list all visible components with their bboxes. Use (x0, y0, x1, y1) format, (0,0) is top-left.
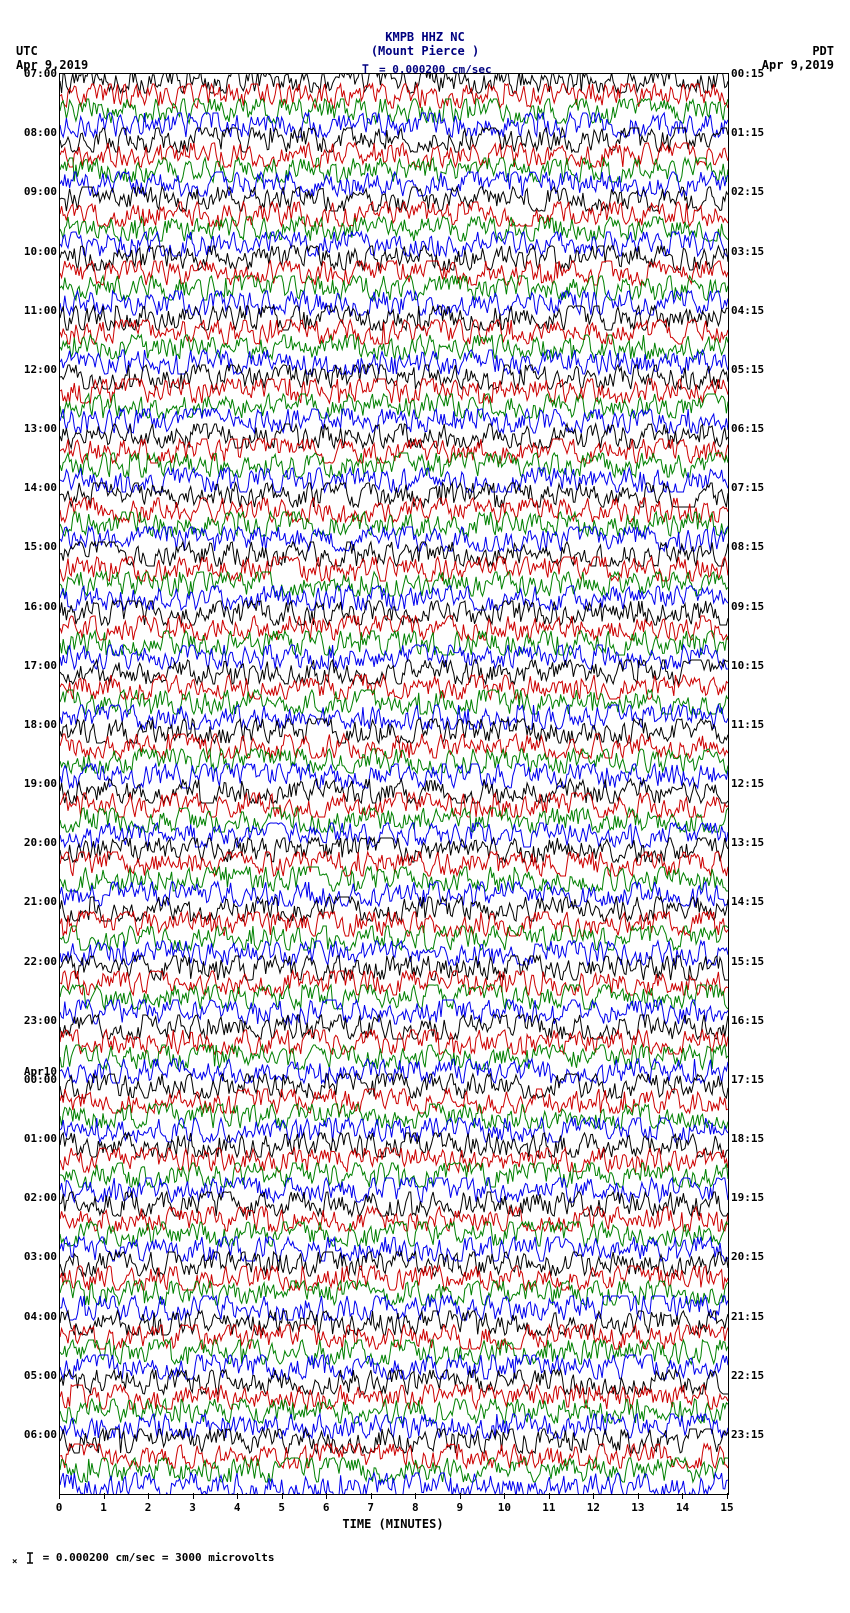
pdt-time-label: 09:15 (731, 600, 791, 613)
utc-time-label: 21:00 (9, 895, 57, 908)
x-tick-mark (282, 1493, 283, 1499)
pdt-time-label: 23:15 (731, 1428, 791, 1441)
pdt-time-label: 18:15 (731, 1132, 791, 1145)
right-tz-label: PDT (762, 44, 834, 58)
x-tick-label: 0 (56, 1501, 63, 1514)
x-tick-label: 10 (498, 1501, 511, 1514)
utc-time-label: 12:00 (9, 363, 57, 376)
utc-time-label: 03:00 (9, 1250, 57, 1263)
trace-row (60, 1478, 728, 1493)
utc-time-label: 00:00 (9, 1073, 57, 1086)
x-tick-label: 5 (278, 1501, 285, 1514)
plot-frame (59, 73, 729, 1495)
x-tick-label: 2 (145, 1501, 152, 1514)
location-label: (Mount Pierce ) (371, 44, 479, 58)
utc-time-label: 11:00 (9, 304, 57, 317)
pdt-time-label: 14:15 (731, 895, 791, 908)
utc-time-label: 17:00 (9, 659, 57, 672)
utc-time-label: 23:00 (9, 1014, 57, 1027)
utc-time-label: 08:00 (9, 126, 57, 139)
x-tick-mark (237, 1493, 238, 1499)
x-tick-label: 15 (720, 1501, 733, 1514)
utc-time-label: 07:00 (9, 67, 57, 80)
x-tick-label: 7 (367, 1501, 374, 1514)
pdt-time-label: 17:15 (731, 1073, 791, 1086)
utc-time-label: 13:00 (9, 422, 57, 435)
x-tick-mark (682, 1493, 683, 1499)
x-tick-mark (549, 1493, 550, 1499)
footer: × = 0.000200 cm/sec = 3000 microvolts (8, 1551, 842, 1567)
pdt-time-label: 03:15 (731, 245, 791, 258)
utc-time-label: 02:00 (9, 1191, 57, 1204)
pdt-time-label: 08:15 (731, 540, 791, 553)
utc-time-label: 04:00 (9, 1310, 57, 1323)
utc-time-label: 01:00 (9, 1132, 57, 1145)
utc-time-label: 16:00 (9, 600, 57, 613)
x-tick-label: 1 (100, 1501, 107, 1514)
x-tick-mark (727, 1493, 728, 1499)
x-tick-label: 11 (542, 1501, 555, 1514)
utc-time-label: 19:00 (9, 777, 57, 790)
pdt-time-label: 00:15 (731, 67, 791, 80)
pdt-time-label: 01:15 (731, 126, 791, 139)
footer-text: = 0.000200 cm/sec = 3000 microvolts (43, 1551, 275, 1564)
x-tick-mark (504, 1493, 505, 1499)
utc-time-label: 20:00 (9, 836, 57, 849)
x-tick-label: 3 (189, 1501, 196, 1514)
x-tick-mark (326, 1493, 327, 1499)
station-label: KMPB HHZ NC (371, 30, 479, 44)
x-tick-label: 13 (631, 1501, 644, 1514)
x-tick-mark (460, 1493, 461, 1499)
x-tick-label: 4 (234, 1501, 241, 1514)
utc-time-label: 06:00 (9, 1428, 57, 1441)
x-tick-mark (148, 1493, 149, 1499)
left-tz-label: UTC (16, 44, 88, 58)
utc-time-label: 18:00 (9, 718, 57, 731)
trace-waveform (60, 1471, 728, 1495)
pdt-time-label: 13:15 (731, 836, 791, 849)
utc-time-label: 14:00 (9, 481, 57, 494)
x-tick-mark (104, 1493, 105, 1499)
x-tick-label: 12 (587, 1501, 600, 1514)
x-axis-label: TIME (MINUTES) (342, 1517, 443, 1531)
pdt-time-label: 11:15 (731, 718, 791, 731)
pdt-time-label: 06:15 (731, 422, 791, 435)
header-center: KMPB HHZ NC (Mount Pierce ) (371, 30, 479, 58)
x-tick-label: 9 (456, 1501, 463, 1514)
x-tick-mark (638, 1493, 639, 1499)
x-tick-mark (415, 1493, 416, 1499)
x-tick-label: 6 (323, 1501, 330, 1514)
pdt-time-label: 07:15 (731, 481, 791, 494)
scale-bar-icon (24, 1551, 36, 1565)
pdt-time-label: 19:15 (731, 1191, 791, 1204)
pdt-time-label: 20:15 (731, 1250, 791, 1263)
x-tick-mark (193, 1493, 194, 1499)
pdt-time-label: 04:15 (731, 304, 791, 317)
pdt-time-label: 22:15 (731, 1369, 791, 1382)
x-tick-mark (59, 1493, 60, 1499)
utc-time-label: 09:00 (9, 185, 57, 198)
pdt-time-label: 21:15 (731, 1310, 791, 1323)
x-tick-mark (371, 1493, 372, 1499)
x-tick-label: 8 (412, 1501, 419, 1514)
pdt-time-label: 05:15 (731, 363, 791, 376)
utc-time-label: 05:00 (9, 1369, 57, 1382)
utc-time-label: 22:00 (9, 955, 57, 968)
footer-x: × (12, 1557, 17, 1567)
pdt-time-label: 10:15 (731, 659, 791, 672)
x-tick-mark (593, 1493, 594, 1499)
pdt-time-label: 15:15 (731, 955, 791, 968)
pdt-time-label: 16:15 (731, 1014, 791, 1027)
helicorder-plot: Apr1007:0008:0009:0010:0011:0012:0013:00… (9, 73, 841, 1533)
header: UTC Apr 9,2019 KMPB HHZ NC (Mount Pierce… (8, 8, 842, 73)
pdt-time-label: 02:15 (731, 185, 791, 198)
utc-time-label: 10:00 (9, 245, 57, 258)
pdt-time-label: 12:15 (731, 777, 791, 790)
utc-time-label: 15:00 (9, 540, 57, 553)
x-tick-label: 14 (676, 1501, 689, 1514)
